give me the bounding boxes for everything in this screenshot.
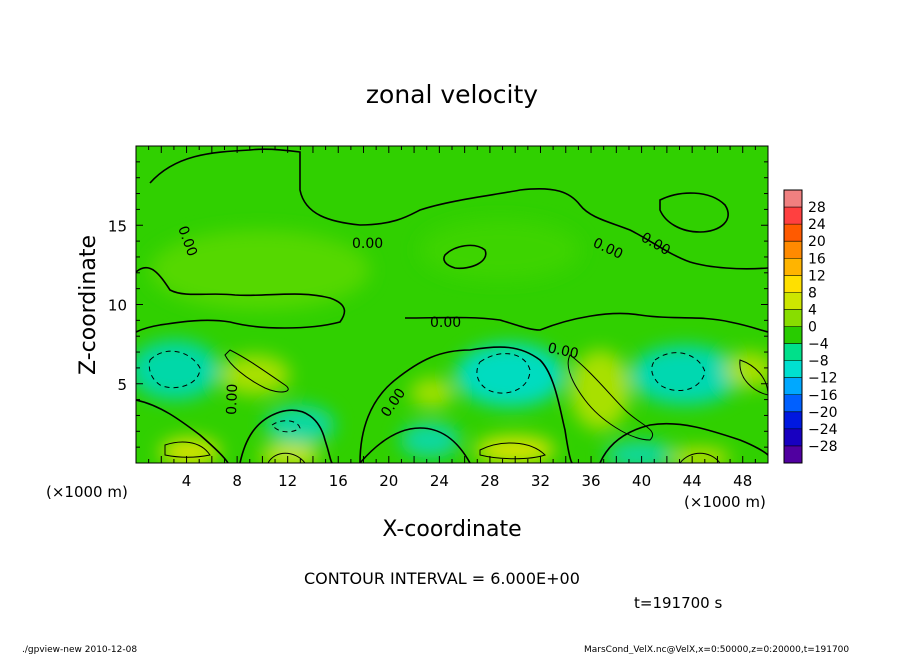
contour-label: 0.00 [546, 340, 580, 362]
contour-interval: CONTOUR INTERVAL = 6.000E+00 [304, 569, 580, 588]
colorbar-cell [784, 241, 802, 259]
y-axis: 5 10 15 [108, 161, 768, 448]
x-tick-label: 8 [232, 472, 242, 490]
x-axis-label: X-coordinate [382, 517, 521, 542]
colorbar-label: −24 [808, 422, 838, 438]
y-tick-label: 15 [108, 217, 127, 235]
x-tick-label: 40 [632, 472, 651, 490]
x-tick-label: 28 [480, 472, 499, 490]
colorbar-cell [784, 394, 802, 413]
x-tick-label: 12 [278, 472, 297, 490]
colorbar-label: 12 [808, 268, 826, 284]
colorbar-label: 0 [808, 320, 817, 336]
colorbar-label: 24 [808, 217, 826, 233]
x-tick-label: 20 [379, 472, 398, 490]
colorbar-label: 16 [808, 251, 826, 267]
y-tick-label: 5 [117, 376, 127, 394]
colorbar-cell [784, 275, 802, 293]
colorbar-cell [784, 445, 802, 464]
x-unit-right: (×1000 m) [684, 493, 766, 511]
colorbar-cell [784, 207, 802, 225]
colorbar-cell [784, 326, 802, 345]
colorbar-label: −12 [808, 371, 838, 387]
x-unit-left: (×1000 m) [46, 483, 128, 501]
x-tick-label: 48 [733, 472, 752, 490]
contour-label: 0.00 [224, 383, 241, 415]
colorbar-cell [784, 190, 802, 208]
colorbar-label: −20 [808, 405, 838, 421]
colorbar-cell [784, 411, 802, 430]
colorbar-label: 20 [808, 234, 826, 250]
colorbar-label: −16 [808, 388, 838, 404]
colorbar-label: −4 [808, 337, 829, 353]
y-tick-label: 10 [108, 297, 127, 315]
colorbar-cell [784, 309, 802, 327]
colorbar-label: 8 [808, 285, 817, 301]
colorbar-cell [784, 377, 802, 396]
contour-lines [136, 148, 768, 463]
colorbar-label: 28 [808, 200, 826, 216]
footer-left-note: ./gpview-new 2010-12-08 [22, 645, 137, 654]
chart-title: zonal velocity [366, 80, 538, 109]
colorbar-cell [784, 224, 802, 242]
x-tick-label: 36 [581, 472, 600, 490]
x-tick-label: 4 [182, 472, 192, 490]
colorbar-cell [784, 360, 802, 379]
contour-label: 0.00 [352, 236, 383, 252]
y-axis-label: Z-coordinate [76, 235, 101, 375]
x-tick-label: 32 [531, 472, 550, 490]
plot-area: 0.00 0.00 0.00 0.00 0.00 0.00 0.00 0.00 [136, 146, 768, 463]
footer-right-note: MarsCond_VelX.nc@VelX,x=0:50000,z=0:2000… [584, 645, 849, 654]
x-tick-label: 44 [683, 472, 702, 490]
field-blobs [136, 220, 768, 463]
contour-lines-dashed [148, 350, 706, 433]
contour-lines-thin [164, 349, 768, 463]
colorbar-label: −8 [808, 354, 829, 370]
colorbar-label: −28 [808, 439, 838, 455]
colorbar-cell [784, 343, 802, 362]
colorbar-label: 4 [808, 302, 817, 318]
x-tick-label: 24 [430, 472, 449, 490]
colorbar-cell [784, 428, 802, 447]
colorbar [783, 189, 803, 464]
x-tick-label: 16 [329, 472, 348, 490]
x-axis: 4 8 12 16 20 24 28 32 36 40 44 48 [148, 146, 756, 490]
colorbar-cell [784, 292, 802, 310]
time-label: t=191700 s [634, 594, 722, 612]
contour-label: 0.00 [430, 315, 461, 331]
colorbar-cell [784, 258, 802, 276]
